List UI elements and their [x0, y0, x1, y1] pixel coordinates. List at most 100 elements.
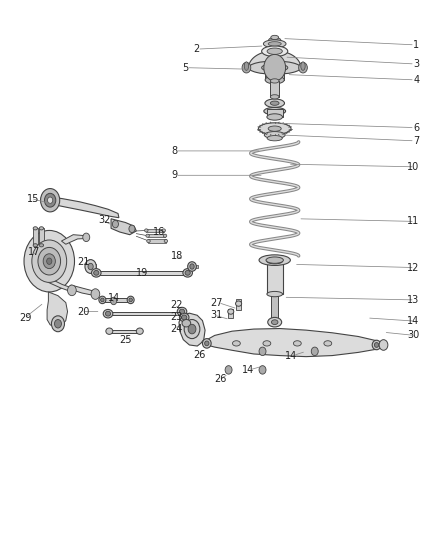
Circle shape — [54, 319, 61, 328]
Text: 13: 13 — [407, 295, 419, 305]
Circle shape — [113, 220, 118, 228]
Polygon shape — [179, 313, 205, 346]
Bar — [228, 310, 233, 318]
Text: 18: 18 — [171, 251, 184, 261]
Ellipse shape — [33, 244, 38, 247]
Ellipse shape — [259, 255, 290, 265]
Ellipse shape — [146, 234, 149, 237]
Ellipse shape — [163, 234, 167, 237]
Ellipse shape — [106, 328, 113, 334]
Bar — [96, 271, 187, 275]
Ellipse shape — [293, 341, 301, 346]
Text: 29: 29 — [20, 313, 32, 324]
Bar — [108, 312, 182, 316]
Bar — [189, 265, 198, 268]
Bar — [267, 109, 283, 117]
Ellipse shape — [129, 298, 132, 302]
Ellipse shape — [265, 76, 284, 84]
Text: 26: 26 — [193, 350, 205, 360]
Ellipse shape — [372, 340, 381, 350]
Text: 2: 2 — [193, 44, 199, 54]
Circle shape — [129, 225, 135, 232]
Polygon shape — [47, 197, 119, 217]
Text: 15: 15 — [27, 193, 39, 204]
Ellipse shape — [258, 123, 291, 134]
Ellipse shape — [94, 270, 99, 275]
Bar — [267, 261, 283, 294]
Text: 8: 8 — [171, 146, 177, 156]
Text: 16: 16 — [153, 227, 165, 237]
Ellipse shape — [190, 264, 194, 269]
Ellipse shape — [324, 341, 332, 346]
Ellipse shape — [103, 310, 113, 318]
Polygon shape — [61, 235, 88, 244]
Polygon shape — [69, 285, 97, 296]
Circle shape — [299, 62, 307, 73]
Bar — [146, 229, 164, 232]
Ellipse shape — [205, 341, 209, 346]
Circle shape — [259, 366, 266, 374]
Ellipse shape — [202, 338, 211, 348]
Text: 11: 11 — [407, 216, 419, 227]
Ellipse shape — [271, 35, 279, 39]
Polygon shape — [40, 239, 59, 282]
Ellipse shape — [261, 63, 288, 71]
Text: 14: 14 — [108, 293, 120, 303]
Ellipse shape — [101, 298, 104, 302]
Ellipse shape — [33, 227, 38, 230]
Ellipse shape — [265, 99, 285, 108]
Ellipse shape — [177, 308, 187, 316]
Ellipse shape — [39, 227, 44, 230]
Bar — [148, 234, 165, 237]
Ellipse shape — [236, 301, 242, 306]
Bar — [265, 67, 284, 80]
Circle shape — [32, 240, 67, 282]
Ellipse shape — [374, 343, 379, 348]
Bar — [270, 81, 279, 97]
Ellipse shape — [145, 229, 148, 232]
Text: 22: 22 — [170, 300, 183, 310]
Ellipse shape — [182, 319, 191, 327]
Ellipse shape — [249, 61, 301, 74]
Ellipse shape — [261, 46, 288, 56]
Ellipse shape — [39, 244, 44, 247]
Ellipse shape — [267, 292, 283, 297]
Circle shape — [24, 230, 74, 292]
Circle shape — [88, 263, 93, 270]
Text: 24: 24 — [170, 324, 183, 334]
Ellipse shape — [272, 320, 278, 325]
Circle shape — [225, 366, 232, 374]
Ellipse shape — [164, 239, 168, 243]
Bar — [88, 264, 96, 269]
Circle shape — [184, 319, 200, 338]
Circle shape — [311, 347, 318, 356]
Circle shape — [51, 316, 64, 332]
Text: 9: 9 — [171, 171, 177, 180]
Bar — [102, 298, 131, 302]
Text: 14: 14 — [285, 351, 297, 361]
Text: 23: 23 — [170, 312, 183, 322]
Text: 1: 1 — [413, 40, 419, 50]
Ellipse shape — [268, 42, 281, 46]
Ellipse shape — [162, 229, 166, 232]
Polygon shape — [47, 292, 67, 327]
Text: 14: 14 — [407, 316, 419, 326]
Text: 4: 4 — [413, 75, 419, 85]
Ellipse shape — [182, 315, 187, 320]
Ellipse shape — [301, 62, 305, 70]
Ellipse shape — [266, 257, 283, 263]
Ellipse shape — [183, 269, 192, 277]
Ellipse shape — [267, 48, 283, 54]
Circle shape — [111, 297, 117, 305]
Ellipse shape — [244, 62, 249, 70]
Ellipse shape — [106, 311, 111, 316]
Ellipse shape — [99, 296, 106, 304]
Text: 21: 21 — [78, 257, 90, 267]
Text: 12: 12 — [407, 263, 419, 272]
Ellipse shape — [147, 239, 150, 243]
Bar — [271, 293, 278, 319]
Circle shape — [264, 54, 286, 81]
Circle shape — [47, 258, 52, 264]
Text: 17: 17 — [28, 247, 40, 257]
Ellipse shape — [187, 262, 196, 271]
